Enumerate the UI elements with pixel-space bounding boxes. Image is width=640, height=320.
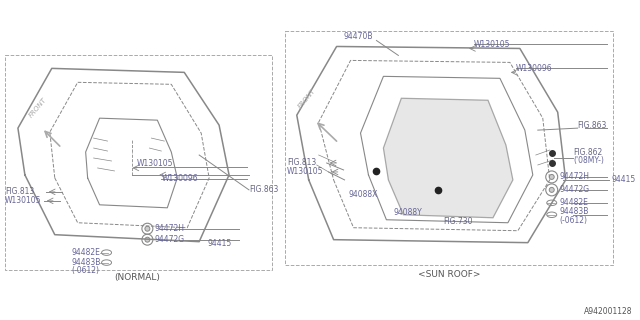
Text: FRONT: FRONT (28, 96, 48, 118)
Text: <SUN ROOF>: <SUN ROOF> (418, 270, 481, 279)
Text: 94472G: 94472G (154, 235, 184, 244)
Text: 94088X: 94088X (349, 190, 378, 199)
Text: 94415: 94415 (611, 175, 636, 184)
Text: W130105: W130105 (474, 40, 511, 49)
Text: 94472H: 94472H (560, 172, 589, 181)
Text: 94483B: 94483B (72, 258, 101, 267)
Text: 94483B: 94483B (560, 207, 589, 216)
Text: (NORMAL): (NORMAL) (115, 273, 161, 282)
Text: FIG.862: FIG.862 (573, 148, 603, 156)
Bar (5, 55, 272, 269)
Text: (-0612): (-0612) (72, 266, 100, 275)
Text: A942001128: A942001128 (584, 307, 632, 316)
Circle shape (145, 226, 150, 231)
Text: 94088Y: 94088Y (394, 208, 422, 217)
Circle shape (145, 237, 150, 242)
Text: 94472G: 94472G (560, 185, 590, 194)
Polygon shape (383, 98, 513, 218)
Text: W130096: W130096 (161, 174, 198, 183)
Text: FIG.813: FIG.813 (287, 158, 316, 167)
Text: W130096: W130096 (516, 64, 552, 73)
Text: 94415: 94415 (207, 239, 232, 248)
Text: W130105: W130105 (5, 196, 42, 205)
Text: ('08MY-): ('08MY-) (573, 156, 605, 165)
Text: 94482E: 94482E (72, 248, 100, 257)
Text: FRONT: FRONT (297, 87, 317, 109)
Bar (285, 30, 614, 265)
Text: FIG.730: FIG.730 (443, 217, 473, 226)
Text: W130105: W130105 (136, 159, 173, 169)
Text: 94470B: 94470B (344, 32, 373, 41)
Text: (-0612): (-0612) (560, 216, 588, 225)
Text: FIG.813: FIG.813 (5, 188, 34, 196)
Text: W130105: W130105 (287, 167, 323, 176)
Circle shape (549, 174, 554, 180)
Text: 94482E: 94482E (560, 198, 589, 207)
Text: FIG.863: FIG.863 (578, 121, 607, 130)
Circle shape (549, 188, 554, 192)
Text: 94472H: 94472H (154, 224, 184, 233)
Text: FIG.863: FIG.863 (249, 185, 278, 194)
